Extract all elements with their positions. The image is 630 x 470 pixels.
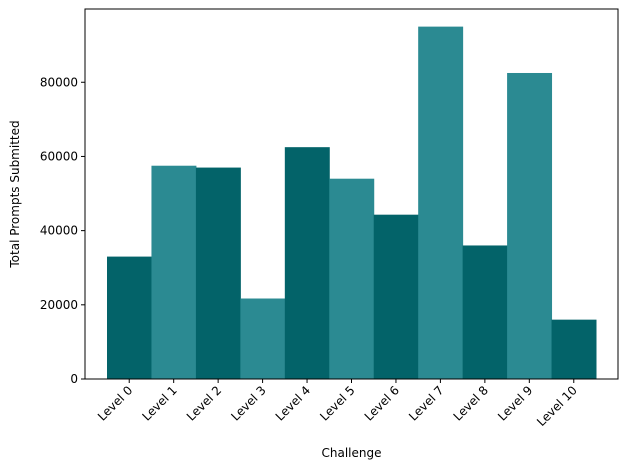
x-tick-label: Level 2 bbox=[184, 383, 224, 423]
y-tick-label: 80000 bbox=[40, 75, 78, 89]
bars-group bbox=[107, 26, 597, 380]
bar-level-9 bbox=[507, 72, 553, 380]
bar-level-4 bbox=[284, 147, 330, 379]
y-tick-label: 60000 bbox=[40, 149, 78, 163]
x-tick-label: Level 0 bbox=[95, 383, 135, 423]
y-axis-ticks: 0 20000 40000 60000 80000 bbox=[40, 75, 85, 386]
x-tick-label: Level 3 bbox=[228, 383, 268, 423]
x-axis-label: Challenge bbox=[322, 446, 382, 460]
bar-level-1 bbox=[151, 165, 197, 379]
x-tick-label: Level 5 bbox=[317, 383, 357, 423]
x-tick-label: Level 4 bbox=[273, 383, 313, 423]
plot-frame bbox=[84, 8, 619, 380]
y-axis-label: Total Prompts Submitted bbox=[8, 120, 22, 268]
bar-level-8 bbox=[462, 245, 508, 379]
x-tick-label: Level 9 bbox=[495, 383, 535, 423]
x-tick-label: Level 8 bbox=[451, 383, 491, 423]
bar-level-5 bbox=[329, 178, 375, 379]
x-tick-label: Level 10 bbox=[534, 383, 580, 429]
x-axis-ticks: Level 0 Level 1 Level 2 Level 3 Level 4 Level… bbox=[95, 379, 580, 429]
y-tick-label: 0 bbox=[70, 372, 78, 386]
x-tick-label: Level 6 bbox=[362, 383, 402, 423]
y-tick-label: 20000 bbox=[40, 298, 78, 312]
bar-level-2 bbox=[195, 167, 241, 379]
bar-level-7 bbox=[418, 26, 464, 379]
bar-level-6 bbox=[373, 214, 419, 379]
y-tick-label: 40000 bbox=[40, 224, 78, 238]
bar-level-0 bbox=[107, 256, 152, 379]
x-tick-label: Level 7 bbox=[406, 383, 446, 423]
x-tick-label: Level 1 bbox=[139, 383, 179, 423]
bar-level-10 bbox=[551, 319, 597, 379]
bar-level-3 bbox=[240, 298, 286, 379]
